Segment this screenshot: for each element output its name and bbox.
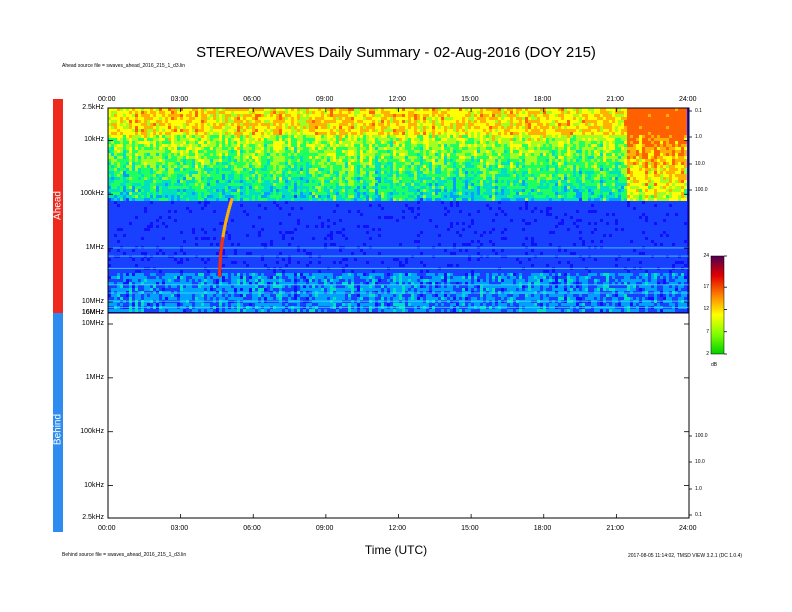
x-tick-label-top: 00:00 <box>98 96 116 103</box>
colorbar-tick-label: 17 <box>703 284 709 291</box>
y-tick-label-ahead: 10kHz <box>84 136 104 144</box>
colorbar-tick-label: 24 <box>703 253 709 259</box>
x-tick-label-bottom: 18:00 <box>533 525 552 532</box>
x-tick-label-bottom: 00:00 <box>98 525 116 532</box>
y-tick-label-ahead: 10MHz <box>81 298 104 305</box>
right-tick-label-ahead: 0.1 <box>695 108 702 114</box>
behind-plot-area <box>107 312 690 519</box>
y-tick-label-behind: 10MHz <box>81 319 104 327</box>
ahead-spectrogram <box>108 108 689 313</box>
y-tick-label-behind: 1MHz <box>85 373 104 381</box>
x-tick-label-bottom: 21:00 <box>606 525 624 532</box>
behind-bar <box>53 313 63 532</box>
right-tick-label-behind: 100.0 <box>695 433 708 439</box>
x-tick-label-top: 15:00 <box>461 96 479 103</box>
right-tick-label-behind: 0.1 <box>695 512 702 518</box>
x-tick-label-bottom: 06:00 <box>243 525 261 532</box>
x-tick-label-bottom: 24:00 <box>679 525 697 532</box>
colorbar-tick-label: 12 <box>703 306 709 313</box>
page-title: STEREO/WAVES Daily Summary - 02-Aug-2016… <box>196 44 596 61</box>
right-tick-label-ahead: 100.0 <box>695 187 708 193</box>
x-tick-label-bottom: 03:00 <box>170 525 189 532</box>
y-tick-label-ahead: 100kHz <box>80 190 104 198</box>
colorbar <box>710 255 725 355</box>
y-tick-label-behind: 2.5kHz <box>82 514 104 521</box>
x-tick-label-bottom: 15:00 <box>461 525 479 532</box>
footer-timestamp: 2017-08-05 11:14:02, TMSD VIEW 3.2.1 (DC… <box>628 553 743 559</box>
x-tick-label-top: 24:00 <box>679 96 697 103</box>
y-tick-label-behind: 16MHz <box>81 309 104 316</box>
x-tick-label-top: 18:00 <box>533 96 552 103</box>
spectrogram-pixels <box>108 108 689 312</box>
x-tick-label-top: 21:00 <box>606 96 624 103</box>
colorbar-tick-label: 2 <box>706 351 709 357</box>
behind-source-file: Behind source file = swaves_ahead_2016_2… <box>62 552 187 558</box>
y-tick-label-behind: 10kHz <box>84 481 104 489</box>
x-tick-label-top: 09:00 <box>315 96 334 103</box>
y-tick-label-ahead: 1MHz <box>85 244 104 252</box>
colorbar-tick-label: 7 <box>706 328 709 335</box>
x-tick-label-top: 03:00 <box>170 96 189 103</box>
axes-ticks <box>107 107 727 519</box>
y-tick-label-ahead: 16MHz <box>81 309 104 316</box>
x-tick-label-top: 06:00 <box>243 96 261 103</box>
x-axis-label: Time (UTC) <box>364 543 428 557</box>
x-tick-label-bottom: 09:00 <box>315 525 334 532</box>
ahead-bar <box>53 99 63 313</box>
right-tick-label-behind: 10.0 <box>695 459 705 465</box>
x-tick-label-bottom: 12:00 <box>388 525 407 532</box>
right-tick-label-ahead: 10.0 <box>695 161 705 167</box>
ahead-source-file: Ahead source file = swaves_ahead_2016_21… <box>62 63 186 69</box>
y-tick-label-ahead: 2.5kHz <box>82 104 104 111</box>
right-tick-label-behind: 1.0 <box>695 486 702 492</box>
right-tick-label-ahead: 1.0 <box>695 134 702 140</box>
colorbar-unit: dB <box>711 362 718 368</box>
x-tick-label-top: 12:00 <box>388 96 407 103</box>
y-tick-label-behind: 100kHz <box>80 427 104 435</box>
